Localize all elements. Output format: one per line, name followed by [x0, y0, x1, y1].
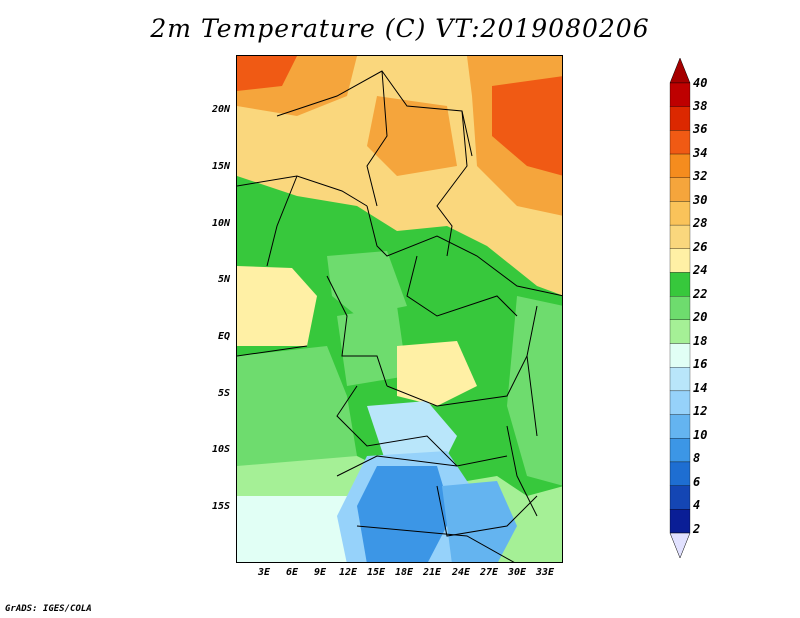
chart-title: 2m Temperature (C) VT:2019080206 — [150, 14, 650, 43]
lon-label-27e: 27E — [479, 567, 499, 578]
temperature-field — [237, 56, 562, 562]
lon-label-21e: 21E — [422, 567, 442, 578]
lon-label-12e: 12E — [338, 567, 358, 578]
colorbar-box-18_20 — [669, 319, 691, 344]
lon-label-33e: 33E — [535, 567, 555, 578]
country-borders — [237, 70, 562, 562]
colorbar-box-14_16 — [669, 367, 691, 392]
colorbar-label-24: 24 — [693, 263, 708, 277]
colorbar-label-30: 30 — [693, 193, 708, 207]
colorbar-label-28: 28 — [693, 216, 708, 230]
colorbar-label-32: 32 — [693, 169, 708, 183]
temperature-map — [236, 55, 563, 563]
field-gulf-warm — [237, 266, 317, 346]
colorbar-label-6: 6 — [693, 475, 701, 489]
colorbar-box-26_28 — [669, 224, 691, 249]
lat-label-15s: 15S — [211, 501, 230, 512]
lon-label-18e: 18E — [394, 567, 414, 578]
colorbar-box-30_32 — [669, 177, 691, 202]
colorbar-label-8: 8 — [693, 451, 701, 465]
colorbar-boxes — [669, 82, 691, 534]
colorbar-box-8_10 — [669, 438, 691, 463]
colorbar-label-20: 20 — [693, 310, 708, 324]
colorbar-box-22_24 — [669, 272, 691, 297]
colorbar-bottom-triangle — [669, 532, 691, 559]
lat-label-10s: 10S — [211, 444, 230, 455]
lat-label-15n: 15N — [211, 161, 230, 172]
colorbar-box-28_30 — [669, 201, 691, 226]
colorbar-label-16: 16 — [693, 357, 708, 371]
lat-label-5n: 5N — [217, 274, 230, 285]
colorbar-box-24_26 — [669, 248, 691, 273]
colorbar-label-40: 40 — [693, 76, 708, 90]
colorbar-label-14: 14 — [693, 381, 708, 395]
lon-label-15e: 15E — [366, 567, 386, 578]
colorbar-label-4: 4 — [693, 498, 701, 512]
colorbar-label-36: 36 — [693, 122, 708, 136]
lat-label-5s: 5S — [217, 388, 230, 399]
lat-label-eq: EQ — [217, 331, 230, 342]
lon-label-3e: 3E — [257, 567, 271, 578]
field-light-green-west — [237, 346, 357, 476]
colorbar-box-38_40 — [669, 82, 691, 107]
lon-label-9e: 9E — [313, 567, 327, 578]
grads-credit: GrADS: IGES/COLA — [5, 604, 92, 614]
colorbar-box-4_6 — [669, 485, 691, 510]
colorbar-label-26: 26 — [693, 240, 708, 254]
colorbar-box-32_34 — [669, 153, 691, 178]
field-light-green-north — [327, 251, 407, 316]
lon-label-30e: 30E — [507, 567, 527, 578]
field-central-warm — [397, 341, 477, 406]
colorbar-label-2: 2 — [693, 522, 701, 536]
colorbar — [669, 58, 691, 559]
colorbar-label-18: 18 — [693, 334, 708, 348]
field-light-green-congo — [337, 306, 407, 386]
colorbar-box-34_36 — [669, 130, 691, 155]
colorbar-top-triangle — [669, 58, 691, 84]
field-cold-east — [442, 481, 517, 562]
lat-label-20n: 20N — [211, 104, 230, 115]
field-north-east-hotter — [492, 76, 562, 176]
lat-label-10n: 10N — [211, 218, 230, 229]
field-north-west-hotter — [237, 56, 297, 91]
colorbar-box-6_8 — [669, 461, 691, 486]
colorbar-label-34: 34 — [693, 146, 708, 160]
colorbar-label-38: 38 — [693, 99, 708, 113]
field-north-central-hot — [367, 96, 457, 176]
colorbar-label-12: 12 — [693, 404, 708, 418]
colorbar-label-22: 22 — [693, 287, 708, 301]
colorbar-box-16_18 — [669, 343, 691, 368]
lon-label-6e: 6E — [285, 567, 299, 578]
colorbar-box-2_4 — [669, 509, 691, 534]
colorbar-box-20_22 — [669, 296, 691, 320]
colorbar-label-10: 10 — [693, 428, 708, 442]
colorbar-box-36_38 — [669, 106, 691, 131]
lon-label-24e: 24E — [451, 567, 471, 578]
colorbar-box-10_12 — [669, 414, 691, 439]
field-cold-core — [357, 466, 452, 562]
field-east-highlands — [507, 296, 562, 486]
colorbar-box-12_14 — [669, 390, 691, 415]
